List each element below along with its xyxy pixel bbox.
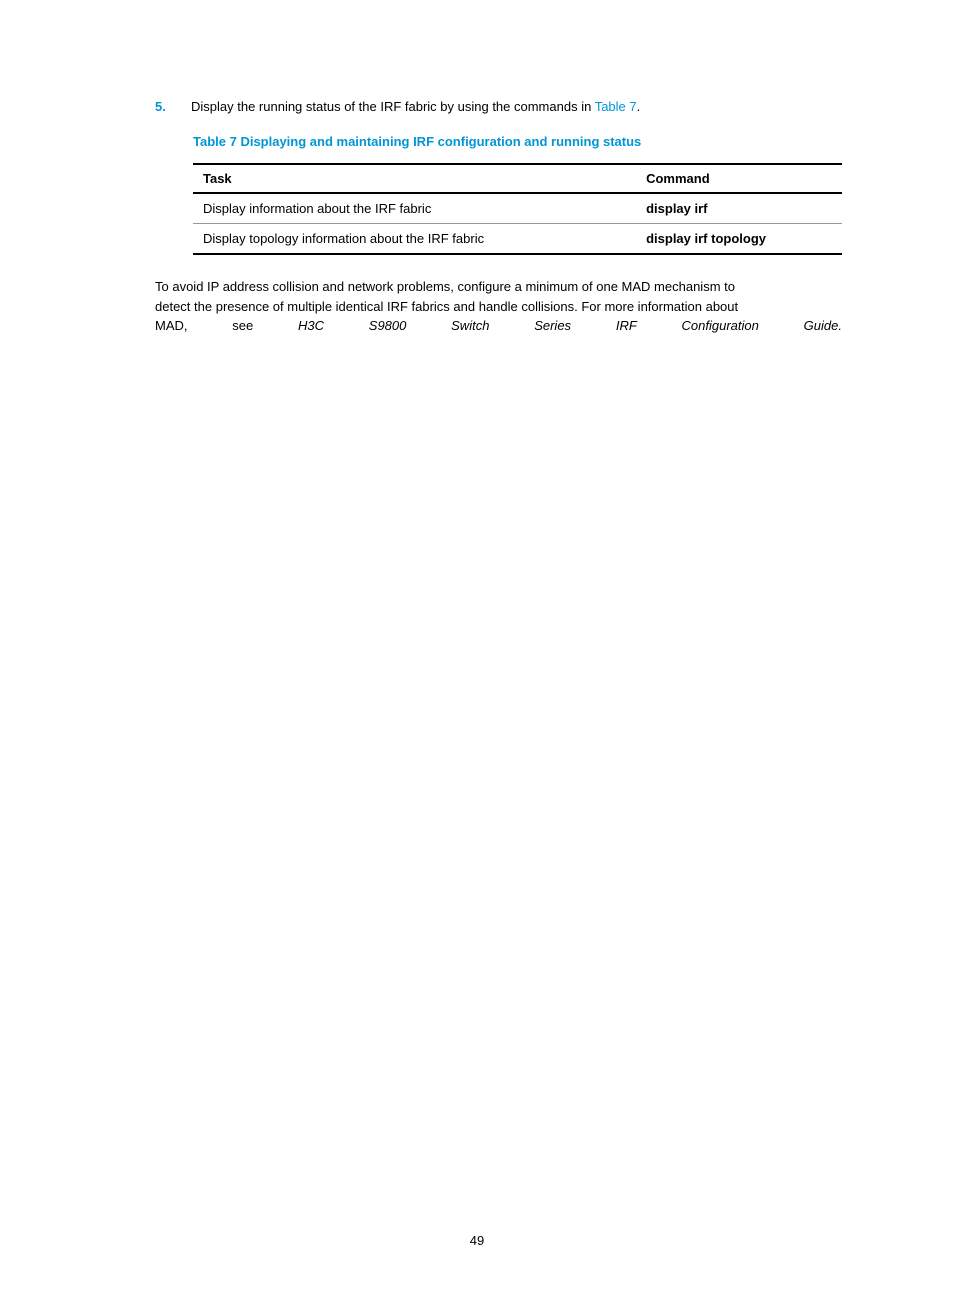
word: H3C bbox=[298, 316, 324, 336]
command-cell: display irf topology bbox=[636, 224, 842, 255]
para-line-2: detect the presence of multiple identica… bbox=[155, 297, 842, 317]
command-table: Task Command Display information about t… bbox=[193, 163, 842, 255]
step-text-before: Display the running status of the IRF fa… bbox=[191, 99, 595, 114]
word: MAD, bbox=[155, 316, 188, 336]
word: Guide. bbox=[804, 316, 842, 336]
page-number: 49 bbox=[0, 1233, 954, 1248]
word: IRF bbox=[616, 316, 637, 336]
para-line-1: To avoid IP address collision and networ… bbox=[155, 277, 842, 297]
word: S9800 bbox=[369, 316, 407, 336]
word: Switch bbox=[451, 316, 489, 336]
table-7-link[interactable]: Table 7 bbox=[595, 99, 637, 114]
task-cell: Display topology information about the I… bbox=[193, 224, 636, 255]
col-command: Command bbox=[636, 164, 842, 193]
task-cell: Display information about the IRF fabric bbox=[193, 193, 636, 224]
step-number: 5. bbox=[155, 99, 173, 114]
word: see bbox=[232, 316, 253, 336]
table-row: Display topology information about the I… bbox=[193, 224, 842, 255]
table-row: Display information about the IRF fabric… bbox=[193, 193, 842, 224]
table-header-row: Task Command bbox=[193, 164, 842, 193]
word: Series bbox=[534, 316, 571, 336]
command-cell: display irf bbox=[636, 193, 842, 224]
step-5: 5. Display the running status of the IRF… bbox=[155, 98, 842, 116]
table-caption: Table 7 Displaying and maintaining IRF c… bbox=[193, 134, 842, 149]
mad-paragraph: To avoid IP address collision and networ… bbox=[155, 277, 842, 336]
para-line-3: MAD, see H3C S9800 Switch Series IRF Con… bbox=[155, 316, 842, 336]
table-7-wrapper: Table 7 Displaying and maintaining IRF c… bbox=[193, 134, 842, 255]
step-text: Display the running status of the IRF fa… bbox=[191, 98, 640, 116]
col-task: Task bbox=[193, 164, 636, 193]
word: Configuration bbox=[682, 316, 759, 336]
step-text-after: . bbox=[637, 99, 641, 114]
